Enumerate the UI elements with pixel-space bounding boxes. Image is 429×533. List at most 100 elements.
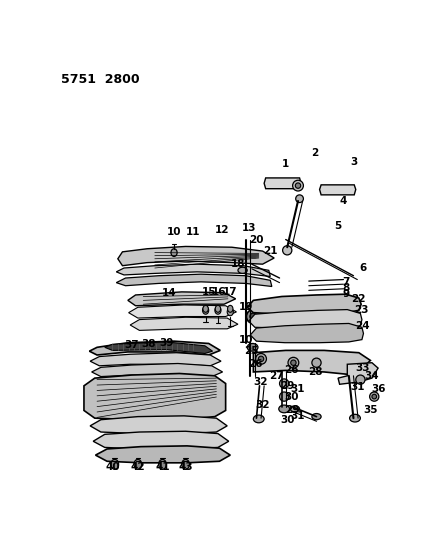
Ellipse shape (279, 405, 290, 413)
Polygon shape (129, 305, 236, 318)
Ellipse shape (295, 183, 301, 188)
Ellipse shape (258, 356, 264, 361)
Text: 39: 39 (159, 338, 174, 349)
Ellipse shape (227, 308, 233, 316)
Text: 40: 40 (105, 462, 120, 472)
Ellipse shape (283, 246, 292, 255)
Text: 14: 14 (161, 288, 176, 298)
Ellipse shape (171, 249, 177, 256)
Polygon shape (249, 310, 362, 329)
Ellipse shape (159, 459, 166, 470)
Text: 15: 15 (202, 287, 216, 297)
Text: 32: 32 (255, 400, 270, 410)
Text: 42: 42 (130, 462, 145, 472)
Polygon shape (338, 363, 378, 384)
Ellipse shape (203, 305, 208, 312)
Text: 41: 41 (155, 462, 170, 472)
Text: 38: 38 (142, 339, 156, 349)
Ellipse shape (227, 305, 233, 312)
Ellipse shape (372, 394, 377, 399)
Text: 23: 23 (354, 305, 369, 316)
Text: 43: 43 (178, 462, 193, 472)
Ellipse shape (312, 358, 321, 367)
Ellipse shape (182, 459, 190, 470)
Ellipse shape (290, 406, 299, 412)
Ellipse shape (370, 392, 379, 401)
Text: 4: 4 (340, 196, 347, 206)
Text: 2: 2 (311, 148, 319, 158)
Text: 13: 13 (242, 223, 256, 233)
Text: 17: 17 (223, 287, 238, 297)
Ellipse shape (296, 195, 303, 203)
Polygon shape (118, 246, 274, 265)
Ellipse shape (202, 306, 208, 314)
Ellipse shape (134, 459, 142, 470)
Polygon shape (90, 416, 227, 433)
Polygon shape (128, 292, 236, 306)
Polygon shape (96, 446, 230, 463)
Ellipse shape (238, 267, 247, 273)
Polygon shape (116, 274, 272, 287)
Text: 6: 6 (359, 263, 366, 273)
Polygon shape (320, 185, 356, 195)
Text: 16: 16 (211, 287, 226, 297)
Text: 9: 9 (342, 289, 349, 299)
Ellipse shape (250, 313, 257, 320)
Text: 21: 21 (263, 246, 278, 256)
Polygon shape (130, 317, 238, 330)
Text: 33: 33 (356, 363, 370, 373)
Polygon shape (254, 350, 370, 374)
Ellipse shape (280, 379, 289, 388)
Text: 36: 36 (371, 384, 385, 394)
Polygon shape (92, 364, 223, 377)
Text: 37: 37 (124, 340, 139, 350)
Polygon shape (264, 178, 301, 189)
Ellipse shape (246, 310, 260, 324)
Text: 10: 10 (239, 335, 253, 345)
Polygon shape (90, 353, 221, 366)
Text: 32: 32 (254, 377, 268, 387)
Text: 10: 10 (167, 227, 181, 237)
Text: 31: 31 (290, 384, 305, 394)
Ellipse shape (312, 414, 321, 419)
Ellipse shape (288, 357, 299, 368)
Text: 35: 35 (363, 406, 378, 415)
Text: 30: 30 (284, 392, 299, 402)
Text: 5: 5 (335, 221, 341, 231)
Text: 7: 7 (342, 277, 350, 287)
Ellipse shape (293, 180, 303, 191)
Ellipse shape (215, 305, 221, 312)
Ellipse shape (356, 375, 365, 384)
Text: 12: 12 (215, 224, 230, 235)
Text: 25: 25 (244, 346, 258, 356)
Text: 19: 19 (239, 302, 253, 311)
Text: 1: 1 (282, 159, 289, 169)
Ellipse shape (254, 415, 264, 423)
Ellipse shape (111, 459, 118, 470)
Text: 31: 31 (350, 382, 365, 392)
Ellipse shape (291, 360, 296, 366)
Text: 29: 29 (280, 381, 294, 391)
Text: 26: 26 (248, 359, 262, 369)
Text: 18: 18 (231, 259, 245, 269)
Text: 5751  2800: 5751 2800 (61, 73, 139, 86)
Text: 20: 20 (249, 235, 264, 245)
Text: 30: 30 (281, 415, 295, 425)
Text: 34: 34 (365, 371, 379, 381)
Text: 8: 8 (342, 283, 349, 293)
Ellipse shape (247, 343, 258, 351)
Text: 11: 11 (186, 227, 200, 237)
Text: 31: 31 (290, 411, 305, 421)
Polygon shape (247, 294, 361, 314)
Polygon shape (105, 342, 212, 353)
Polygon shape (84, 374, 226, 419)
Polygon shape (89, 341, 220, 355)
Ellipse shape (280, 392, 289, 401)
Text: 24: 24 (355, 321, 370, 331)
Polygon shape (116, 264, 270, 277)
Text: 27: 27 (269, 371, 284, 381)
Ellipse shape (215, 306, 221, 314)
Text: 22: 22 (352, 294, 366, 304)
Polygon shape (250, 324, 363, 343)
Ellipse shape (256, 353, 266, 364)
